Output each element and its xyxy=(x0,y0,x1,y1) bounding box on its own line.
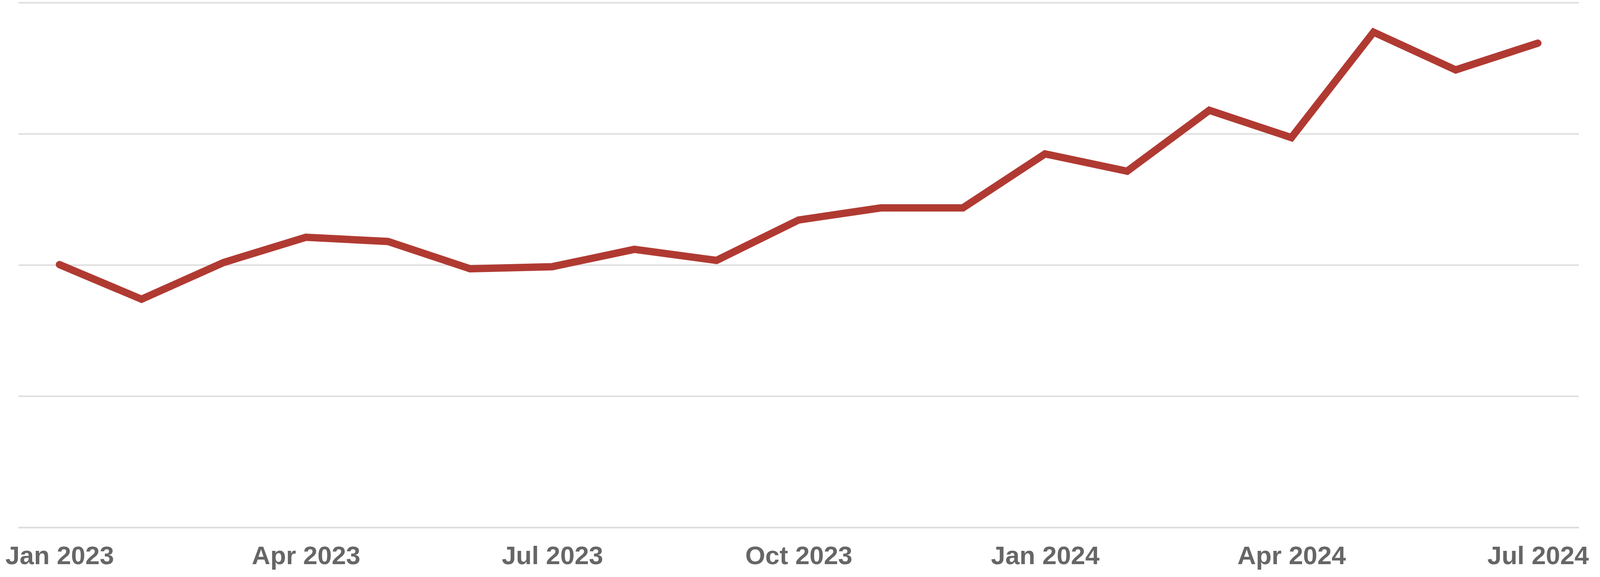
x-axis-line xyxy=(18,527,1580,529)
x-tick: Jul 2024 xyxy=(1487,527,1589,571)
x-tick: Jan 2024 xyxy=(990,527,1100,571)
x-tick-label: Jul 2024 xyxy=(1487,541,1589,571)
grid-line xyxy=(18,264,1579,267)
grid-line xyxy=(18,527,1579,529)
chart: Jan 2023 Apr 2023 Jul 2023 Oct 2023 Jan 2024… xyxy=(0,0,1600,577)
grid-line xyxy=(18,396,1579,398)
x-tick: Apr 2024 xyxy=(1237,527,1347,571)
x-tick-label: Oct 2023 xyxy=(745,541,853,571)
x-tick-label: Jul 2023 xyxy=(501,541,604,571)
x-tick: Jul 2023 xyxy=(501,527,604,571)
x-tick-label: Apr 2024 xyxy=(1237,541,1347,571)
series xyxy=(59,32,1538,300)
plot: Jan 2023 Apr 2023 Jul 2023 Oct 2023 Jan 2024… xyxy=(5,2,1589,571)
x-tick: Oct 2023 xyxy=(745,527,853,571)
x-tick-label: Jan 2023 xyxy=(5,541,115,571)
x-tick: Jan 2023 xyxy=(5,527,115,571)
x-axis: Jan 2023 Apr 2023 Jul 2023 Oct 2023 Jan 2024… xyxy=(5,527,1589,571)
x-tick-label: Jan 2024 xyxy=(990,541,1100,571)
grid xyxy=(18,2,1579,528)
grid-line xyxy=(18,2,1579,4)
line xyxy=(59,32,1538,300)
x-tick: Apr 2023 xyxy=(251,527,361,571)
x-tick-label: Apr 2023 xyxy=(251,541,361,571)
grid-line xyxy=(18,133,1579,135)
